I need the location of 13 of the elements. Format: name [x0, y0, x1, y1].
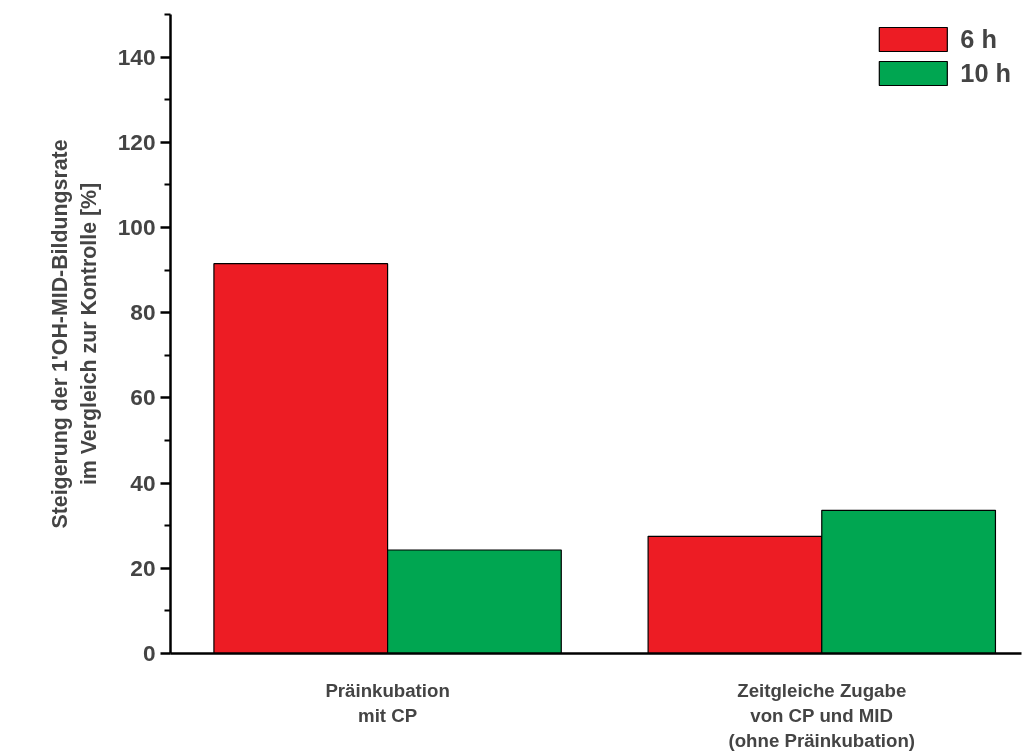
- legend-label: 10 h: [960, 58, 1011, 88]
- y-tick-label: 40: [130, 469, 156, 496]
- y-tick-label: 0: [142, 640, 156, 666]
- y-tick-label: 120: [117, 128, 156, 155]
- x-tick-label: Präinkubation mit CP: [325, 679, 450, 726]
- y-tick-label: 140: [117, 43, 156, 70]
- y-axis-title: Steigerung der 1'OH-MID-Bildungsrate im Vergleich zur Kontrolle [%]: [47, 139, 101, 529]
- legend-label: 6 h: [960, 24, 997, 54]
- y-tick-label: 80: [130, 299, 156, 326]
- x-tick-label: Zeitgleiche Zugabe von CP und MID (ohne Präinkubation): [728, 679, 916, 751]
- y-tick-label: 60: [130, 384, 156, 411]
- y-tick-label: 100: [117, 214, 156, 240]
- y-tick-label: 20: [130, 554, 156, 581]
